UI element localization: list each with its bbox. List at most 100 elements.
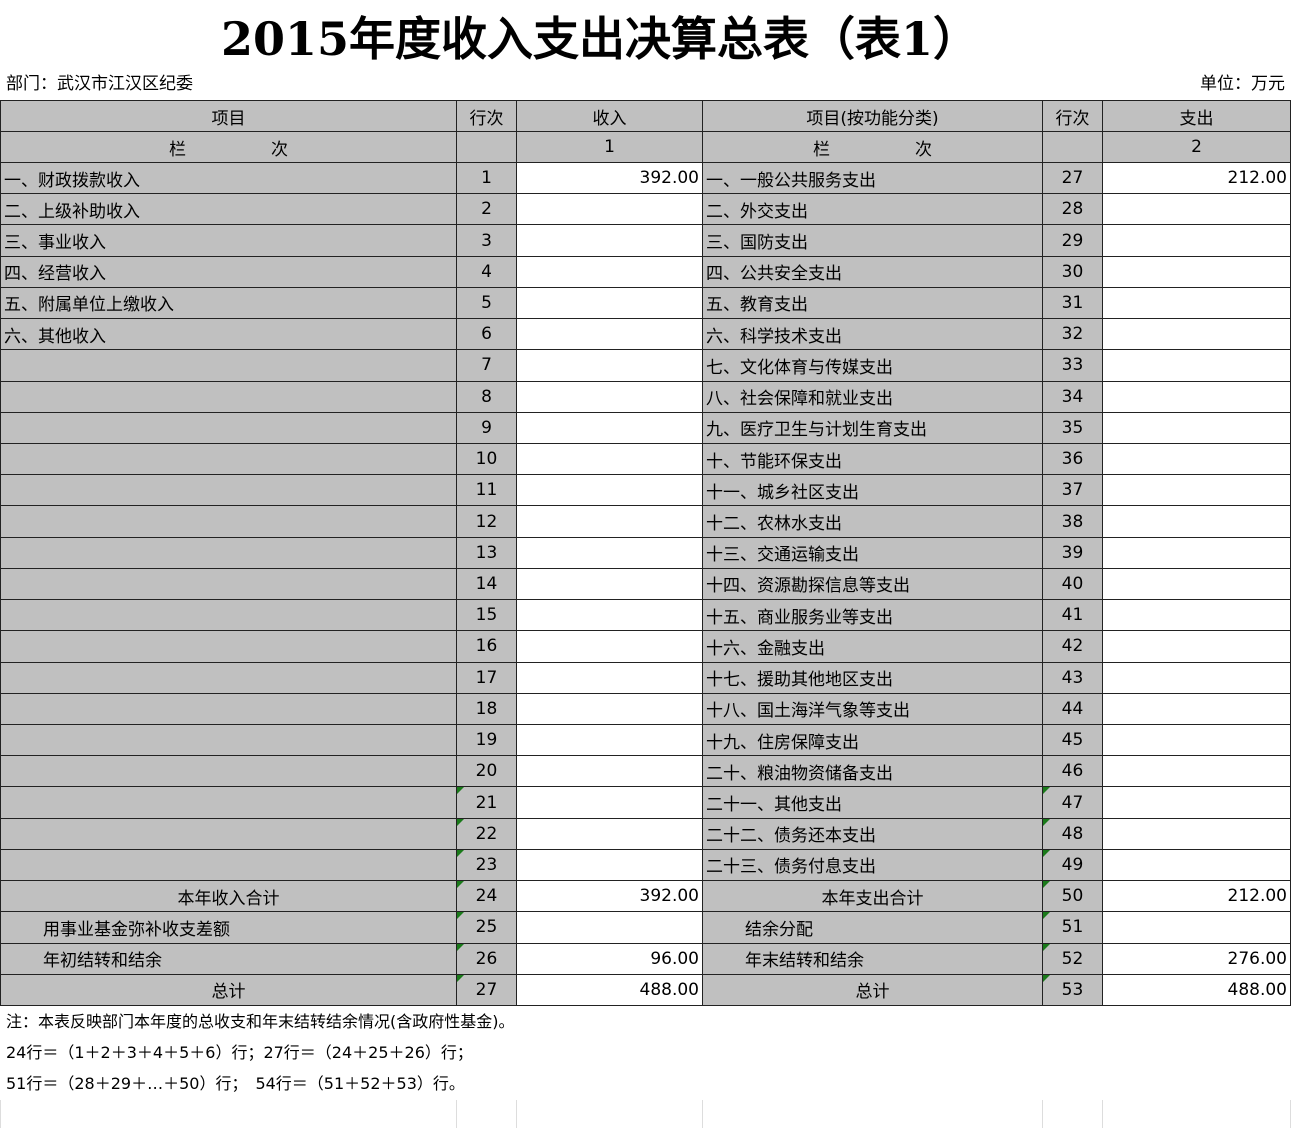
line-number: 46 [1042, 755, 1103, 788]
income-item: 一、财政拨款收入 [0, 162, 457, 195]
line-number: 43 [1042, 661, 1103, 694]
sheet-gridline [456, 1100, 457, 1128]
line-number: 48 [1042, 817, 1103, 850]
line-number: 26 [456, 942, 517, 975]
line-number: 15 [456, 599, 517, 632]
line-number: 11 [456, 474, 517, 507]
line-number: 52 [1042, 942, 1103, 975]
line-number: 2 [456, 193, 517, 226]
line-number: 37 [1042, 474, 1103, 507]
line-number: 29 [1042, 224, 1103, 257]
income-item [0, 848, 457, 882]
line-number: 1 [456, 162, 517, 195]
expense-amount: 488.00 [1102, 973, 1291, 1006]
income-amount [516, 536, 703, 569]
income-item: 年初结转和结余 [0, 942, 457, 975]
income-item [0, 567, 457, 601]
income-amount [516, 505, 703, 538]
income-item: 总计 [0, 973, 457, 1006]
expense-amount [1102, 692, 1291, 725]
expense-item: 十三、交通运输支出 [702, 536, 1043, 569]
income-amount [516, 380, 703, 413]
expense-item: 二十、粮油物资储备支出 [702, 755, 1043, 788]
line-number: 25 [456, 911, 517, 944]
expense-item: 十二、农林水支出 [702, 505, 1043, 538]
expense-item: 九、医疗卫生与计划生育支出 [702, 411, 1043, 444]
expense-item: 七、文化体育与传媒支出 [702, 349, 1043, 382]
line-number: 13 [456, 536, 517, 569]
line-number: 39 [1042, 536, 1103, 569]
line-number: 10 [456, 443, 517, 476]
income-amount [516, 692, 703, 725]
income-amount [516, 724, 703, 757]
income-amount: 392.00 [516, 162, 703, 195]
line-number: 22 [456, 817, 517, 850]
income-amount [516, 630, 703, 663]
income-item [0, 443, 457, 476]
line-number: 24 [456, 880, 517, 913]
line-number: 45 [1042, 724, 1103, 757]
expense-amount [1102, 567, 1291, 601]
title: 2015年度收入支出决算总表（表1） [220, 12, 980, 66]
income-amount [516, 567, 703, 601]
income-item: 二、上级补助收入 [0, 193, 457, 226]
expense-amount [1102, 474, 1291, 507]
income-item: 用事业基金弥补收支差额 [0, 911, 457, 944]
expense-item: 十九、住房保障支出 [702, 724, 1043, 757]
income-item [0, 724, 457, 757]
line-number: 51 [1042, 911, 1103, 944]
income-amount [516, 255, 703, 288]
expense-item: 二、外交支出 [702, 193, 1043, 226]
line-number: 3 [456, 224, 517, 257]
expense-item: 十八、国土海洋气象等支出 [702, 692, 1043, 725]
column-header: 支出 [1102, 100, 1291, 132]
expense-amount [1102, 755, 1291, 788]
sheet-gridline [702, 1100, 703, 1128]
line-number: 41 [1042, 599, 1103, 632]
expense-item: 十五、商业服务业等支出 [702, 599, 1043, 632]
line-number: 50 [1042, 880, 1103, 913]
column-index: 栏 次 [702, 131, 1043, 163]
sheet-gridline [516, 1100, 517, 1128]
expense-amount [1102, 349, 1291, 382]
line-number: 14 [456, 567, 517, 601]
note: 24行＝（1＋2＋3＋4＋5＋6）行；27行＝（24＋25＋26）行； [6, 1043, 473, 1062]
expense-amount [1102, 193, 1291, 226]
line-number: 5 [456, 286, 517, 320]
line-number: 42 [1042, 630, 1103, 663]
income-amount [516, 193, 703, 226]
line-number: 21 [456, 786, 517, 819]
line-number: 32 [1042, 318, 1103, 351]
line-number: 27 [456, 973, 517, 1006]
expense-amount [1102, 318, 1291, 351]
income-item [0, 505, 457, 538]
expense-amount [1102, 505, 1291, 538]
income-amount [516, 318, 703, 351]
expense-amount [1102, 630, 1291, 663]
expense-amount [1102, 224, 1291, 257]
income-amount: 488.00 [516, 973, 703, 1006]
column-header: 行次 [456, 100, 517, 132]
income-item [0, 599, 457, 632]
sheet-gridline [0, 1100, 1, 1128]
line-number: 18 [456, 692, 517, 725]
income-item: 本年收入合计 [0, 880, 457, 913]
income-item [0, 661, 457, 694]
expense-amount [1102, 443, 1291, 476]
expense-item: 结余分配 [702, 911, 1043, 944]
expense-amount [1102, 599, 1291, 632]
sheet-gridline [1042, 1100, 1043, 1128]
income-amount [516, 349, 703, 382]
note: 51行＝（28＋29＋…＋50）行； 54行＝（51＋52＋53）行。 [6, 1074, 465, 1093]
expense-item: 二十一、其他支出 [702, 786, 1043, 819]
column-index: 栏 次 [0, 131, 457, 163]
line-number: 47 [1042, 786, 1103, 819]
expense-amount [1102, 911, 1291, 944]
line-number: 17 [456, 661, 517, 694]
line-number: 8 [456, 380, 517, 413]
expense-item: 十、节能环保支出 [702, 443, 1043, 476]
line-number: 34 [1042, 380, 1103, 413]
income-item [0, 536, 457, 569]
expense-item: 二十三、债务付息支出 [702, 848, 1043, 882]
column-index: 1 [516, 131, 703, 163]
